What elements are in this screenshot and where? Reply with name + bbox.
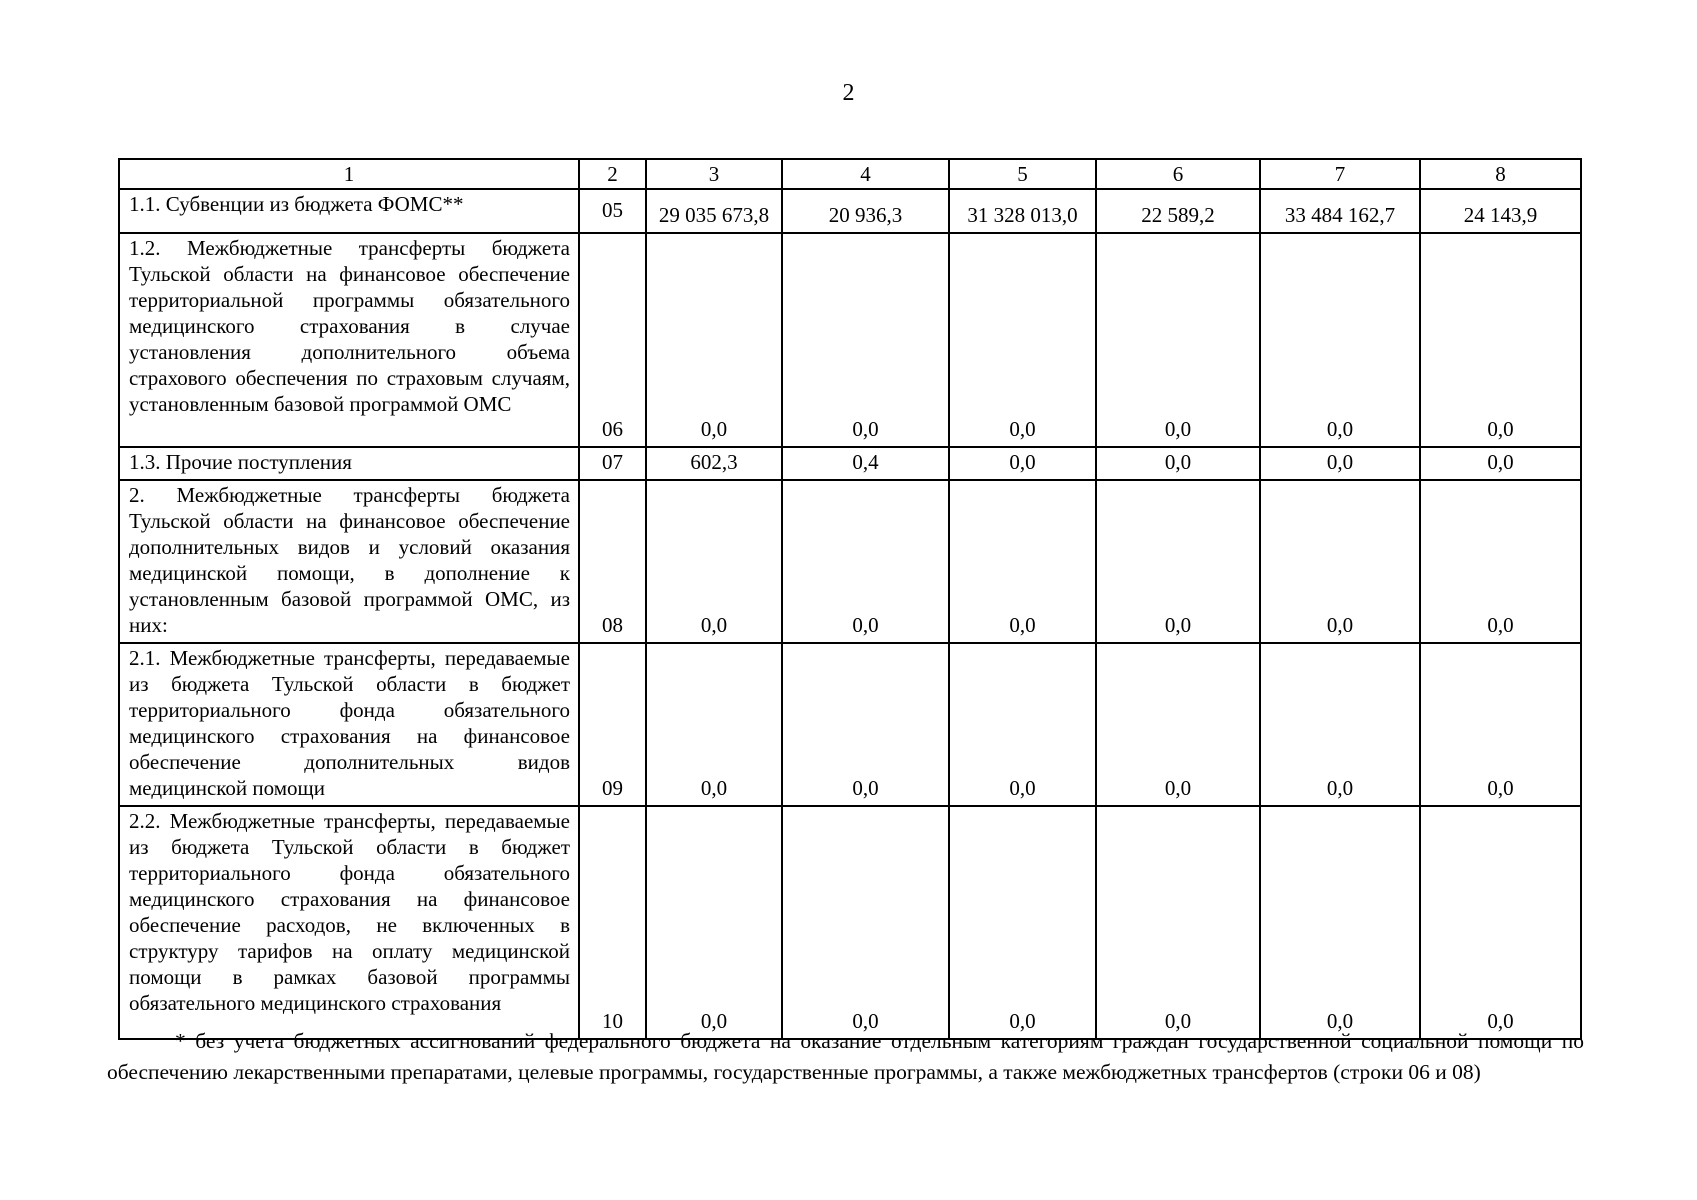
value-cell: 0,0 <box>1259 642 1421 807</box>
value-cell: 0,0 <box>948 232 1097 448</box>
value-cell: 0,0 <box>1259 805 1421 1040</box>
column-header: 7 <box>1259 158 1421 190</box>
value-cell: 0,0 <box>948 805 1097 1040</box>
value-cell: 0,0 <box>1095 805 1261 1040</box>
value-cell: 0,0 <box>1419 232 1582 448</box>
table-row: 2.1. Межбюджетные трансферты, передаваем… <box>118 642 1582 807</box>
value-cell: 31 328 013,0 <box>948 188 1097 234</box>
value-cell: 0,0 <box>1259 232 1421 448</box>
value-cell: 29 035 673,8 <box>645 188 783 234</box>
value-cell: 0,0 <box>1259 479 1421 644</box>
value-cell: 602,3 <box>645 446 783 481</box>
value-cell: 0,0 <box>645 479 783 644</box>
column-header: 6 <box>1095 158 1261 190</box>
row-code-cell: 09 <box>578 642 647 807</box>
table-header-row: 1 2 3 4 5 6 7 8 <box>118 158 1582 190</box>
row-label-cell: 1.2. Межбюджетные трансферты бюджета Тул… <box>118 232 580 448</box>
value-cell: 0,0 <box>1419 446 1582 481</box>
column-header: 4 <box>781 158 950 190</box>
value-cell: 0,0 <box>781 479 950 644</box>
row-label-cell: 2. Межбюджетные трансферты бюджета Тульс… <box>118 479 580 644</box>
value-cell: 0,0 <box>645 232 783 448</box>
row-code-cell: 10 <box>578 805 647 1040</box>
value-cell: 0,0 <box>781 232 950 448</box>
value-cell: 0,0 <box>645 805 783 1040</box>
value-cell: 0,0 <box>781 642 950 807</box>
value-cell: 0,0 <box>1095 642 1261 807</box>
value-cell: 0,0 <box>948 446 1097 481</box>
row-label-cell: 1.3. Прочие поступления <box>118 446 580 481</box>
value-cell: 0,0 <box>1259 446 1421 481</box>
row-label-cell: 2.2. Межбюджетные трансферты, передаваем… <box>118 805 580 1040</box>
page-number: 2 <box>842 80 855 106</box>
value-cell: 0,0 <box>1095 446 1261 481</box>
value-cell: 0,0 <box>1095 479 1261 644</box>
table-row: 1.2. Межбюджетные трансферты бюджета Тул… <box>118 232 1582 448</box>
row-code-cell: 08 <box>578 479 647 644</box>
value-cell: 0,0 <box>948 479 1097 644</box>
value-cell: 0,0 <box>1095 232 1261 448</box>
row-label-cell: 2.1. Межбюджетные трансферты, передаваем… <box>118 642 580 807</box>
value-cell: 20 936,3 <box>781 188 950 234</box>
footnote: * без учета бюджетных ассигнований федер… <box>107 1029 1584 1084</box>
table-row: 2. Межбюджетные трансферты бюджета Тульс… <box>118 479 1582 644</box>
value-cell: 0,0 <box>781 805 950 1040</box>
table-row: 1.1. Субвенции из бюджета ФОМС** 05 29 0… <box>118 188 1582 234</box>
column-header: 5 <box>948 158 1097 190</box>
row-code-cell: 05 <box>578 188 647 234</box>
value-cell: 0,4 <box>781 446 950 481</box>
value-cell: 0,0 <box>1419 642 1582 807</box>
value-cell: 0,0 <box>645 642 783 807</box>
value-cell: 33 484 162,7 <box>1259 188 1421 234</box>
column-header: 3 <box>645 158 783 190</box>
row-code-cell: 06 <box>578 232 647 448</box>
table-row: 1.3. Прочие поступления 07 602,3 0,4 0,0… <box>118 446 1582 481</box>
table-row: 2.2. Межбюджетные трансферты, передаваем… <box>118 805 1582 1040</box>
value-cell: 0,0 <box>1419 479 1582 644</box>
row-label-cell: 1.1. Субвенции из бюджета ФОМС** <box>118 188 580 234</box>
value-cell: 0,0 <box>948 642 1097 807</box>
value-cell: 22 589,2 <box>1095 188 1261 234</box>
column-header: 8 <box>1419 158 1582 190</box>
value-cell: 0,0 <box>1419 805 1582 1040</box>
value-cell: 24 143,9 <box>1419 188 1582 234</box>
row-code-cell: 07 <box>578 446 647 481</box>
column-header: 2 <box>578 158 647 190</box>
budget-table: 1 2 3 4 5 6 7 8 1.1. Субвенции из бюджет… <box>118 158 1582 1040</box>
column-header: 1 <box>118 158 580 190</box>
